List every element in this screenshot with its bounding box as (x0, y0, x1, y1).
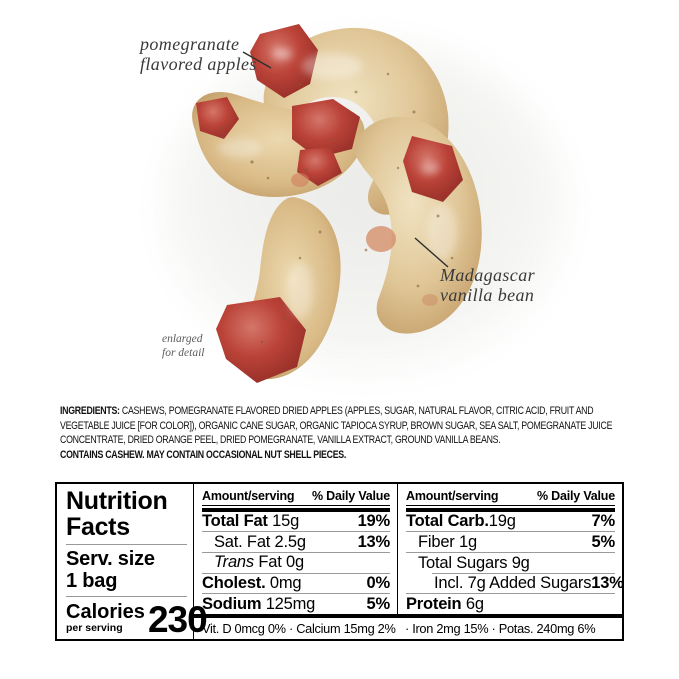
row-fiber: Fiber 1g 5% (406, 531, 615, 552)
annotation-vanilla-line1: Madagascar (440, 265, 535, 285)
nutrient-name: Protein (406, 594, 462, 613)
nutrient-amount: 6g (461, 594, 484, 613)
annotation-vanilla: Madagascar vanilla bean (440, 265, 535, 305)
annotation-vanilla-line2: vanilla bean (440, 285, 535, 305)
nutrition-column-fat: Amount/serving % Daily Value Total Fat 1… (194, 484, 397, 614)
row-protein: Protein 6g (406, 593, 615, 614)
calories-value: 230 (147, 599, 208, 640)
row-total-fat: Total Fat 15g 19% (202, 512, 390, 532)
daily-value: 13% (357, 532, 391, 551)
daily-value: 19% (357, 511, 391, 530)
daily-value-header: % Daily Value (537, 489, 615, 503)
allergen-statement: CONTAINS CASHEW. MAY CONTAIN OCCASIONAL … (60, 448, 347, 461)
daily-value: 13% (591, 573, 624, 592)
nutrient-amount: Fat 0g (253, 553, 304, 572)
ingredients-list: CASHEWS, POMEGRANATE FLAVORED DRIED APPL… (60, 405, 613, 446)
serving-size-value: 1 bag (66, 570, 118, 592)
cashew-cluster-illustration (160, 24, 570, 383)
enlarged-for-detail-note: enlarged for detail (162, 333, 205, 360)
daily-value-header: % Daily Value (312, 489, 390, 503)
nutrient-amount: 125mg (261, 594, 316, 613)
nutrient-name: Trans (214, 553, 254, 572)
row-total-carb: Total Carb.19g 7% (406, 512, 615, 532)
nutrition-facts-left-column: Nutrition Facts Serv. size 1 bag Calorie… (57, 484, 208, 639)
ingredients-text: INGREDIENTS: CASHEWS, POMEGRANATE FLAVOR… (60, 404, 622, 448)
annotation-pomegranate: pomegranate flavored apples (140, 34, 257, 74)
ingredients-block: INGREDIENTS: CASHEWS, POMEGRANATE FLAVOR… (60, 404, 622, 462)
amount-per-serving-header: Amount/serving (202, 489, 295, 503)
nutrition-title-line2: Facts (66, 512, 130, 541)
row-added-sugars: Incl. 7g Added Sugars 13% (406, 573, 624, 594)
row-sodium: Sodium 125mg 5% (202, 593, 390, 614)
thick-rule (202, 507, 390, 512)
nutrient-amount: 15g (267, 511, 300, 530)
divider (66, 596, 187, 597)
annotation-pomegranate-line2: flavored apples (140, 54, 257, 74)
daily-value: 5% (366, 594, 391, 613)
column-header: Amount/serving % Daily Value (202, 487, 390, 506)
nutrition-column-carb: Amount/serving % Daily Value Total Carb.… (397, 484, 624, 614)
nutrient-amount: Sat. Fat 2.5g (214, 532, 306, 551)
nutrient-amount: Total Sugars 9g (418, 553, 530, 572)
pointer-line-vanilla (414, 237, 449, 268)
footnote-vitd-calcium: Vit. D 0mcg 0% · Calcium 15mg 2% (202, 621, 396, 636)
row-cholesterol: Cholest. 0mg 0% (202, 572, 391, 594)
pointer-line-pomegranate (242, 51, 272, 69)
footnote-iron-potassium: · Iron 2mg 15% · Potas. 240mg 6% (405, 621, 596, 636)
product-photo: pomegranate flavored apples Madagascar v… (140, 24, 570, 383)
micronutrients-footnote: Vit. D 0mcg 0% · Calcium 15mg 2% · Iron … (194, 614, 622, 639)
calories-row: Calories per serving 230 (66, 601, 208, 638)
calories-per-serving-label: per serving (66, 622, 123, 634)
nutrient-name: Cholest. (202, 573, 266, 592)
daily-value: 0% (366, 573, 391, 592)
row-sat-fat: Sat. Fat 2.5g 13% (202, 531, 390, 552)
thick-rule (406, 507, 615, 512)
nutrition-facts-tables: Amount/serving % Daily Value Total Fat 1… (194, 484, 624, 639)
nutrient-name: Sodium (202, 594, 262, 613)
nutrient-amount: 0mg (265, 573, 302, 592)
nutrient-name: Total Fat (202, 511, 268, 530)
enlarged-note-line2: for detail (162, 346, 205, 359)
row-trans-fat: Trans Fat 0g (202, 551, 390, 573)
calories-label: Calories (66, 601, 145, 623)
serving-size-label: Serv. size (66, 548, 155, 570)
nutrient-name: Total Carb. (406, 511, 489, 530)
nutrition-title-line1: Nutrition (66, 487, 168, 515)
nutrient-amount: Fiber 1g (418, 532, 477, 551)
nutrient-amount: Incl. 7g Added Sugars (434, 573, 592, 592)
annotation-pomegranate-line1: pomegranate (140, 34, 240, 54)
nutrient-amount: 19g (488, 511, 516, 530)
amount-per-serving-header: Amount/serving (406, 489, 499, 503)
divider (66, 544, 187, 545)
enlarged-note-line1: enlarged (162, 333, 203, 345)
nutrition-facts-label: Nutrition Facts Serv. size 1 bag Calorie… (55, 482, 624, 641)
daily-value: 5% (591, 532, 616, 551)
column-header: Amount/serving % Daily Value (406, 487, 615, 506)
row-total-sugars: Total Sugars 9g (406, 552, 615, 573)
daily-value: 7% (591, 511, 616, 530)
ingredients-label: INGREDIENTS: (60, 405, 120, 417)
